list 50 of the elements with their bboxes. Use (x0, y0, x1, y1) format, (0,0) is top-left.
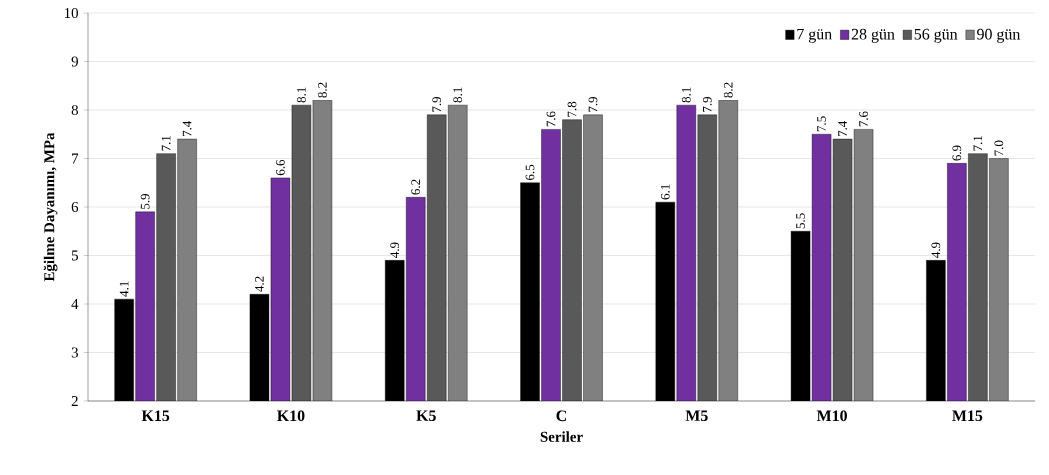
x-tick-label: K10 (277, 410, 305, 422)
data-label: 7.9 (432, 97, 442, 112)
data-label: 6.5 (525, 164, 535, 180)
data-label: 8.1 (297, 87, 306, 103)
data-label: 7.6 (859, 111, 868, 127)
y-tick-label: 2 (71, 396, 78, 406)
x-tick-label: K15 (141, 410, 170, 422)
x-tick-label: M10 (816, 410, 847, 422)
data-label: 7.8 (567, 101, 577, 117)
data-label: 7.6 (546, 111, 556, 127)
y-tick-label: 8 (71, 104, 78, 116)
data-label: 6.6 (276, 159, 285, 176)
data-label: 7.0 (994, 140, 1004, 156)
data-label: 7.9 (588, 97, 598, 112)
data-label: 7.4 (838, 120, 847, 137)
data-label: 7.4 (182, 120, 192, 137)
data-label: 7.1 (973, 136, 983, 151)
data-label: 6.9 (952, 145, 962, 161)
data-label: 4.1 (119, 281, 129, 297)
y-tick-label: 9 (71, 56, 78, 67)
y-axis-title: Eğilme Dayanımı, MPa (43, 132, 58, 282)
y-tick-label: 10 (64, 7, 78, 19)
data-label: 7.1 (161, 136, 171, 151)
data-label: 4.9 (931, 242, 941, 258)
data-label: 4.9 (390, 242, 400, 258)
legend-label: 56 gün (914, 28, 958, 43)
x-tick-label: M5 (685, 410, 708, 422)
y-tick-label: 6 (71, 201, 79, 213)
x-axis-title: Seriler (540, 431, 583, 442)
y-tick-label: 7 (72, 153, 79, 164)
data-label: 5.9 (140, 194, 150, 209)
data-label: 8.2 (318, 82, 327, 98)
x-tick-label: C (556, 410, 567, 422)
legend-label: 90 gün (977, 28, 1021, 43)
legend-label: 28 gün (851, 28, 895, 43)
x-tick-label: K5 (416, 410, 436, 422)
data-label: 6.1 (660, 184, 670, 200)
data-label: 4.2 (255, 276, 264, 292)
data-label: 7.9 (702, 97, 712, 112)
y-tick-label: 4 (71, 299, 79, 309)
x-tick-label: M15 (952, 410, 983, 422)
y-tick-label: 3 (71, 347, 78, 358)
data-label: 8.2 (723, 82, 733, 98)
data-label: 8.1 (681, 87, 691, 103)
y-tick-label: 5 (71, 250, 78, 261)
data-label: 5.5 (796, 213, 805, 229)
data-label: 7.5 (817, 116, 826, 132)
legend-label: 7 gün (797, 28, 832, 43)
data-label: 6.2 (411, 179, 421, 195)
data-label: 8.1 (453, 87, 463, 103)
